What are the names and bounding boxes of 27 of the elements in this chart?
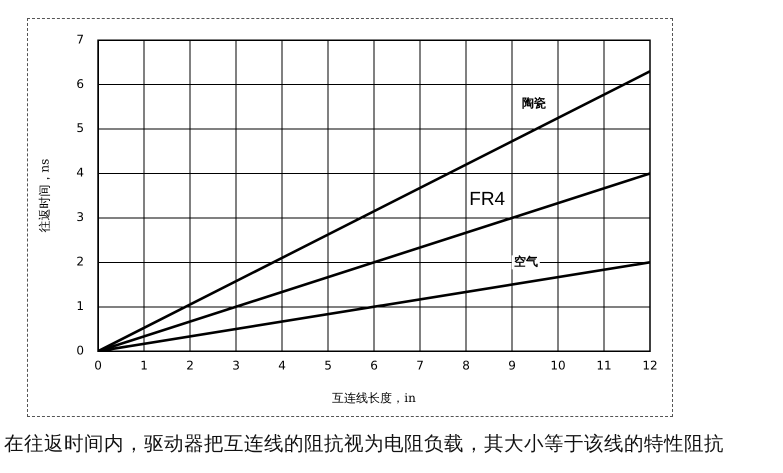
y-tick-label: 0 <box>76 343 84 358</box>
series-label: 空气 <box>514 254 538 268</box>
series-label: FR4 <box>469 189 506 210</box>
x-tick-label: 1 <box>140 358 148 373</box>
x-tick-label: 8 <box>462 358 470 373</box>
text: 在往返时间内，驱动器把互连线的阻抗视为电阻负载，其大小等于该线的特性阻抗 <box>4 431 724 457</box>
y-tick-label: 2 <box>76 254 84 268</box>
y-tick-label: 7 <box>76 32 84 46</box>
x-tick-label: 5 <box>324 358 332 373</box>
x-tick-label: 9 <box>508 358 516 373</box>
y-tick-label: 4 <box>76 166 84 180</box>
x-tick-label: 3 <box>232 358 240 373</box>
y-tick-label: 3 <box>76 210 84 224</box>
x-tick-label: 11 <box>596 358 612 373</box>
y-tick-label: 1 <box>76 298 84 313</box>
x-tick-label: 2 <box>186 358 194 373</box>
y-axis-title: 往返时间，ns <box>37 158 52 233</box>
x-tick-label: 7 <box>416 358 424 373</box>
x-tick-label: 4 <box>278 358 286 373</box>
y-tick-label: 6 <box>76 76 84 91</box>
x-tick-label: 10 <box>550 358 566 373</box>
x-tick-label: 12 <box>642 358 658 373</box>
y-tick-label: 5 <box>76 121 84 136</box>
x-tick-label: 6 <box>370 358 378 373</box>
series-label: 陶瓷 <box>522 96 546 110</box>
x-tick-label: 0 <box>94 358 102 373</box>
x-axis-title: 互连线长度，in <box>332 390 416 405</box>
